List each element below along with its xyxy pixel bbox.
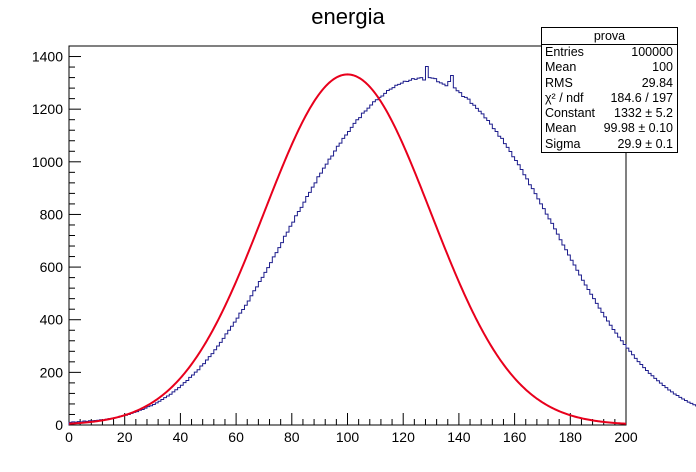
stats-label: Entries bbox=[545, 45, 584, 59]
x-tick-label: 80 bbox=[284, 429, 300, 445]
stats-value: 29.9 ± 0.1 bbox=[617, 136, 673, 151]
gaussian-fit-curve bbox=[68, 73, 627, 425]
chart-title: energia bbox=[311, 4, 385, 29]
x-tick-label: 180 bbox=[559, 429, 583, 445]
x-tick-label: 0 bbox=[65, 429, 73, 445]
y-tick-label: 1400 bbox=[32, 49, 63, 65]
stats-row-fit-mean: Mean 99.98 ± 0.10 bbox=[542, 121, 677, 136]
x-tick-label: 140 bbox=[447, 429, 471, 445]
stats-row-rms: RMS 29.84 bbox=[542, 76, 677, 91]
y-axis: 0 200 400 600 800 1000 1200 1400 bbox=[32, 45, 81, 433]
y-tick-label: 1200 bbox=[32, 101, 63, 117]
x-tick-label: 60 bbox=[228, 429, 244, 445]
stats-row-sigma: Sigma 29.9 ± 0.1 bbox=[542, 137, 677, 152]
stats-label: χ² / ndf bbox=[545, 90, 584, 105]
stats-label: RMS bbox=[545, 75, 573, 90]
x-tick-label: 200 bbox=[614, 429, 638, 445]
stats-box: prova Entries 100000 Mean 100 RMS 29.84 … bbox=[541, 27, 678, 153]
stats-value: 100 bbox=[652, 60, 673, 75]
y-tick-label: 1000 bbox=[32, 154, 63, 170]
x-tick-label: 100 bbox=[336, 429, 360, 445]
stats-value: 29.84 bbox=[641, 75, 673, 90]
stats-label: Mean bbox=[545, 121, 577, 136]
y-tick-label: 0 bbox=[55, 417, 63, 433]
stats-value: 99.98 ± 0.10 bbox=[603, 121, 673, 136]
stats-row-chi2: χ² / ndf 184.6 / 197 bbox=[542, 91, 677, 106]
stats-value: 100000 bbox=[631, 45, 673, 59]
stats-box-title: prova bbox=[542, 28, 677, 45]
stats-row-entries: Entries 100000 bbox=[542, 45, 677, 60]
stats-value: 184.6 / 197 bbox=[610, 90, 673, 105]
stats-label: Mean bbox=[545, 60, 577, 75]
y-tick-label: 200 bbox=[40, 364, 64, 380]
y-tick-label: 800 bbox=[40, 206, 64, 222]
y-tick-label: 600 bbox=[40, 259, 64, 275]
stats-row-constant: Constant 1332 ± 5.2 bbox=[542, 106, 677, 121]
stats-value: 1332 ± 5.2 bbox=[614, 106, 673, 121]
stats-label: Sigma bbox=[545, 136, 581, 151]
stats-row-mean: Mean 100 bbox=[542, 60, 677, 75]
x-tick-label: 160 bbox=[503, 429, 527, 445]
x-axis: 0 20 40 60 80 100 120 140 160 180 200 bbox=[65, 413, 638, 445]
x-tick-label: 40 bbox=[173, 429, 189, 445]
histogram-series bbox=[68, 66, 696, 425]
x-tick-label: 120 bbox=[392, 429, 416, 445]
x-tick-label: 20 bbox=[117, 429, 133, 445]
stats-label: Constant bbox=[545, 106, 596, 121]
y-tick-label: 400 bbox=[40, 312, 64, 328]
